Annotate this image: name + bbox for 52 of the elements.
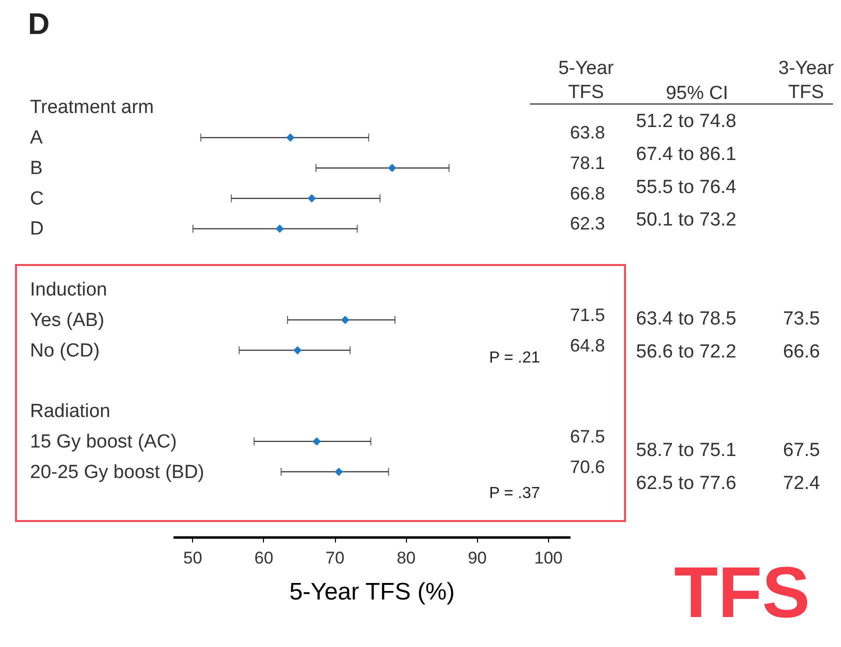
text: 95% CI xyxy=(666,83,728,104)
point xyxy=(334,468,343,476)
text: 55.5 to 76.4 xyxy=(636,176,737,198)
x-tick-label: 50 xyxy=(183,548,202,568)
y-tick-label: Radiation xyxy=(30,401,110,422)
data-label: 63.8 xyxy=(570,122,605,143)
y-tick-label: C xyxy=(30,188,44,210)
text: 73.5 xyxy=(783,308,820,330)
x-tick-label: 60 xyxy=(254,548,274,568)
text: TFS xyxy=(674,553,810,633)
point xyxy=(308,194,316,203)
x-tick-label: 90 xyxy=(468,548,487,568)
point xyxy=(276,224,284,233)
text: 63.4 to 78.5 xyxy=(636,308,736,330)
y-tick-label: 20-25 Gy boost (BD) xyxy=(30,462,204,483)
annotation: P = .21 xyxy=(489,349,540,366)
point xyxy=(388,164,396,172)
y-tick-label: D xyxy=(30,218,44,240)
annotation: P = .37 xyxy=(489,485,540,502)
x-tick-label: 70 xyxy=(326,548,344,568)
x-axis-title: 5-Year TFS (%) xyxy=(289,578,455,606)
x-tick-label: 80 xyxy=(396,548,416,568)
y-tick-label: No (CD) xyxy=(30,340,100,362)
y-tick-label: B xyxy=(30,158,43,179)
y-tick-label: Induction xyxy=(30,280,108,300)
point xyxy=(286,133,295,142)
data-label: 67.5 xyxy=(570,426,605,446)
y-tick-label: 15 Gy boost (AC) xyxy=(30,431,177,452)
text: 51.2 to 74.8 xyxy=(636,110,736,132)
data-label: 64.8 xyxy=(570,335,605,356)
data-label: 62.3 xyxy=(570,214,605,234)
y-tick-label: A xyxy=(30,128,43,149)
y-tick-label: Yes (AB) xyxy=(30,310,104,331)
point xyxy=(293,346,302,354)
data-label: 70.6 xyxy=(570,456,605,477)
data-label: 66.8 xyxy=(570,183,605,204)
point xyxy=(312,437,321,446)
text: 66.6 xyxy=(783,341,820,362)
data-label: 71.5 xyxy=(570,304,605,325)
y-tick-label: Treatment arm xyxy=(30,97,154,118)
text: 56.6 to 72.2 xyxy=(636,341,736,362)
text: 62.5 to 77.6 xyxy=(636,473,736,494)
data-label: 78.1 xyxy=(570,152,605,173)
x-tick-label: 100 xyxy=(534,548,563,568)
text: 72.4 xyxy=(783,473,820,494)
annotation: 5-Year TFS xyxy=(558,58,614,103)
point xyxy=(340,316,350,324)
text: 67.5 xyxy=(783,440,820,462)
text: 3-Year TFS xyxy=(778,58,834,103)
text: 58.7 to 75.1 xyxy=(636,440,736,462)
text: 67.4 to 86.1 xyxy=(636,144,736,165)
text: 50.1 to 73.2 xyxy=(636,210,736,231)
